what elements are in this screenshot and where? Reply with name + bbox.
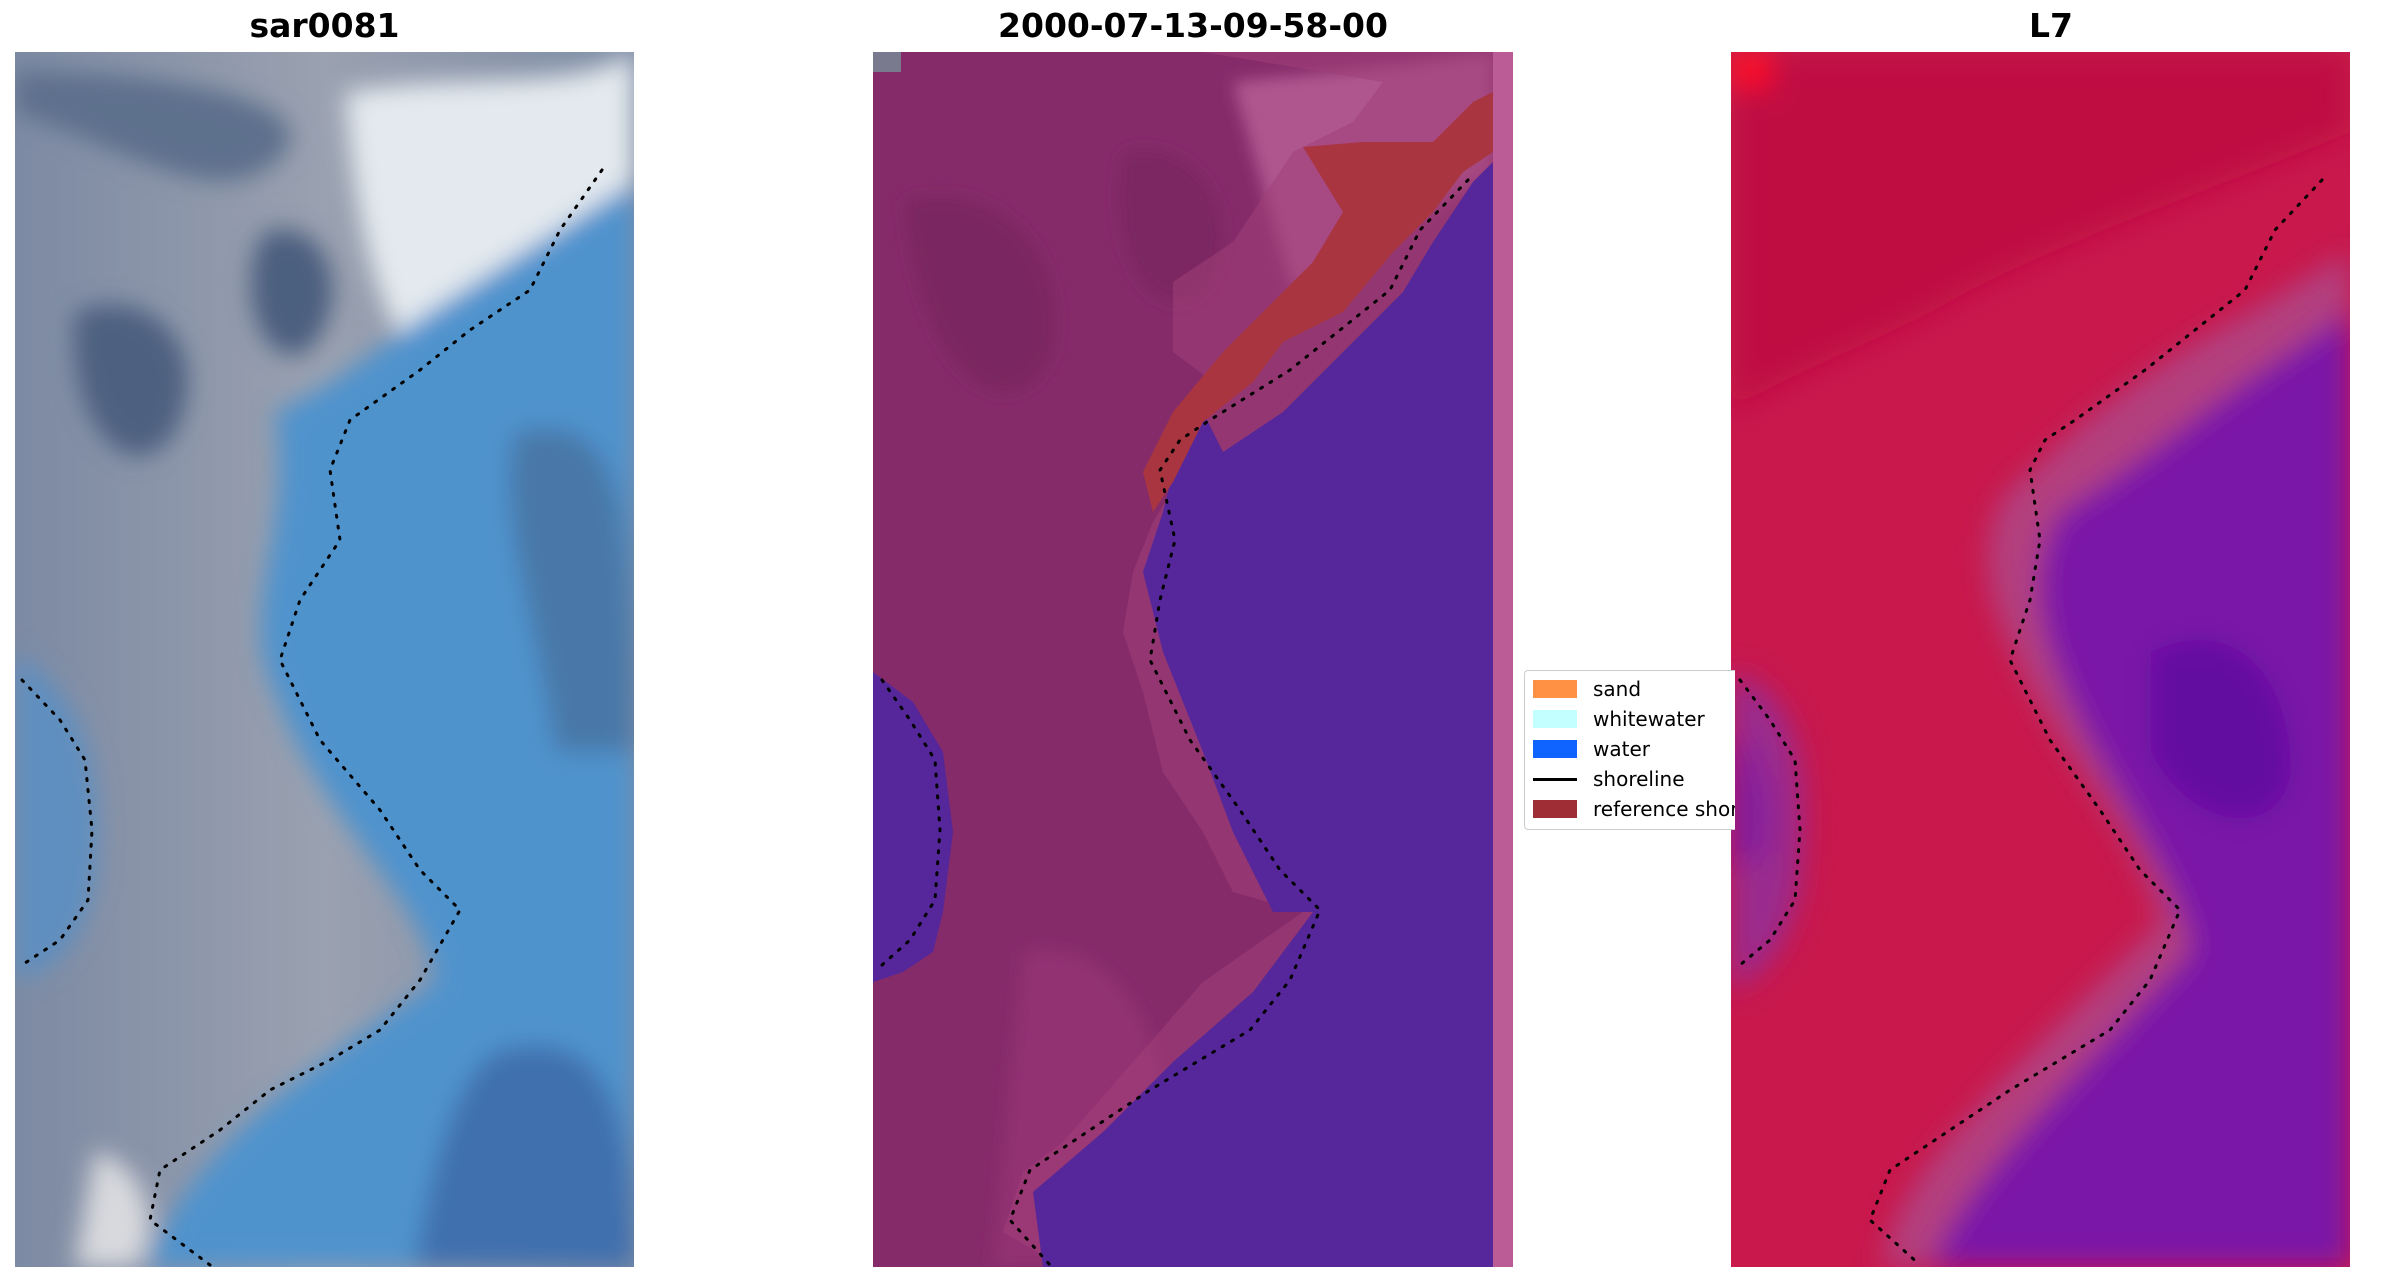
panel-title-rgb: sar0081 [249, 6, 400, 45]
classification-panel [873, 52, 1513, 1267]
panel-title-index: L7 [2029, 6, 2073, 45]
legend-label: shoreline [1593, 767, 1685, 791]
legend-item-water: water [1533, 737, 1650, 761]
legend-label: sand [1593, 677, 1642, 701]
legend-swatch-sand [1533, 680, 1577, 698]
rgb-image-panel [15, 52, 634, 1267]
legend-swatch-whitewater [1533, 710, 1577, 728]
panel-title-classification: 2000-07-13-09-58-00 [998, 6, 1388, 45]
legend-label: whitewater [1593, 707, 1705, 731]
rgb-image [15, 52, 634, 1267]
legend-swatch-shoreline [1533, 777, 1577, 781]
legend-swatch-water [1533, 740, 1577, 758]
legend: sand whitewater water shoreline referenc… [1524, 670, 1735, 830]
legend-swatch-reference-shoreline [1533, 800, 1577, 818]
legend-item-shoreline: shoreline [1533, 767, 1685, 791]
legend-label: water [1593, 737, 1650, 761]
index-panel [1731, 52, 2350, 1267]
legend-item-whitewater: whitewater [1533, 707, 1705, 731]
index-image [1731, 52, 2350, 1267]
legend-item-sand: sand [1533, 677, 1641, 701]
classification-image [873, 52, 1513, 1267]
legend-item-reference-shoreline: reference shoreline [1533, 797, 1735, 821]
legend-label: reference shoreline [1593, 797, 1735, 821]
